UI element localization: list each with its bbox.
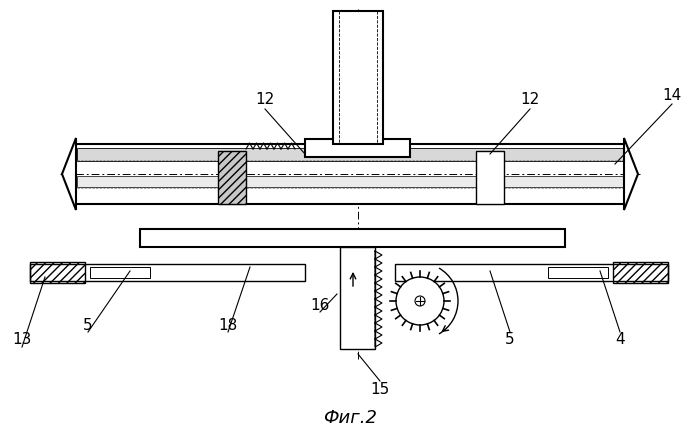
Bar	[77, 177, 623, 187]
Polygon shape	[624, 139, 638, 211]
Polygon shape	[62, 139, 76, 211]
Bar	[90, 267, 150, 278]
Bar	[218, 152, 246, 205]
Text: 18: 18	[218, 317, 237, 332]
Bar	[75, 144, 625, 205]
Bar	[140, 230, 565, 247]
Circle shape	[396, 277, 444, 325]
Text: 15: 15	[370, 381, 390, 396]
Bar	[476, 152, 504, 205]
Bar	[395, 264, 668, 281]
Text: 5: 5	[83, 317, 93, 332]
Bar	[613, 262, 668, 283]
Text: 4: 4	[615, 332, 625, 347]
Text: 5: 5	[505, 332, 514, 347]
Text: Фиг.2: Фиг.2	[323, 408, 377, 426]
Bar	[340, 247, 375, 349]
Circle shape	[415, 296, 425, 306]
Text: 14: 14	[662, 87, 682, 102]
Bar	[30, 264, 305, 281]
Bar	[333, 12, 383, 144]
Bar	[77, 149, 623, 162]
Bar	[548, 267, 608, 278]
Bar	[305, 140, 410, 158]
Text: 16: 16	[310, 297, 330, 312]
Bar	[30, 262, 85, 283]
Text: 13: 13	[13, 332, 32, 347]
Text: 12: 12	[256, 92, 274, 107]
Text: 12: 12	[520, 92, 540, 107]
